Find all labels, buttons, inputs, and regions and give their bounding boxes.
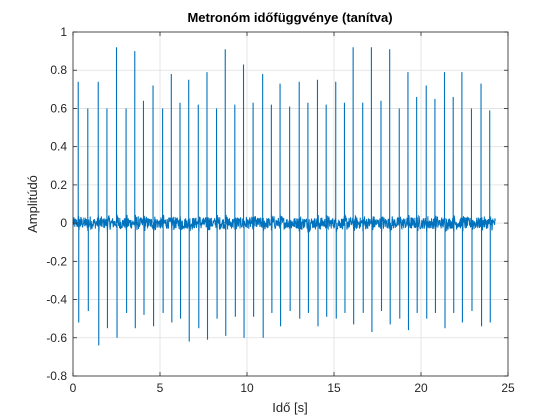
y-tick-label: 1 [60, 25, 67, 39]
y-tick-label: 0.6 [50, 101, 67, 115]
signal-series [72, 47, 496, 346]
x-tick-label: 15 [327, 381, 341, 395]
y-tick-label: -0.6 [46, 331, 67, 345]
y-axis-label: Amplitúdó [25, 175, 40, 233]
y-tick-label: 0.8 [50, 63, 67, 77]
x-tick-label: 20 [414, 381, 428, 395]
plot-frame [72, 31, 509, 377]
y-tick-label: 0.2 [50, 178, 67, 192]
y-tick-label: 0 [60, 216, 67, 230]
y-tick-label: 0.4 [50, 140, 67, 154]
x-tick-label: 0 [70, 381, 77, 395]
y-tick-label: -0.8 [46, 369, 67, 383]
x-tick-labels: 0 5 10 15 20 25 [70, 381, 515, 395]
x-axis-label: Idő [s] [272, 400, 307, 415]
x-tick-label: 25 [501, 381, 515, 395]
plot-background [73, 32, 508, 376]
y-tick-label: -0.4 [46, 293, 67, 307]
chart-title: Metronóm időfüggvénye (tanítva) [187, 10, 392, 25]
x-tick-label: 10 [240, 381, 254, 395]
y-tick-labels: -0.8 -0.6 -0.4 -0.2 0 0.2 0.4 0.6 0.8 1 [46, 25, 67, 383]
axis-ticks [72, 31, 509, 377]
y-tick-label: -0.2 [46, 254, 67, 268]
x-tick-label: 5 [157, 381, 164, 395]
